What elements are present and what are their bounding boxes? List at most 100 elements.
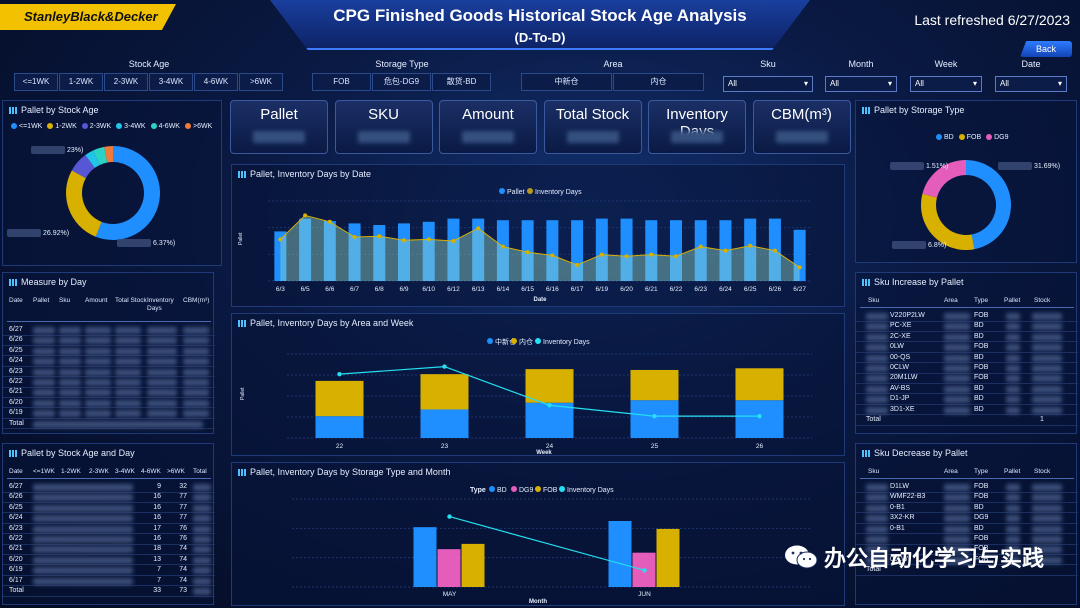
sku-decrease-table-row: 3X2-KR DG9 <box>856 513 1078 524</box>
area-chip-1[interactable]: 内仓 <box>613 73 704 91</box>
x-tick-label: 6/27 <box>793 286 806 293</box>
blurred-cell <box>1032 333 1062 341</box>
sku-increase-table-cell: BD <box>974 353 984 361</box>
blurred-cell <box>33 368 55 376</box>
legend-label: Pallet <box>507 189 525 196</box>
sku-decrease-table-header: Type <box>974 468 989 475</box>
blurred-cell <box>866 525 888 533</box>
kpi-card[interactable]: Inventory Days <box>648 100 746 154</box>
sku-decrease-table-cell: DG9 <box>974 514 989 522</box>
inventory-days-point <box>550 253 555 258</box>
sku-decrease-table-cell: BD <box>974 524 984 532</box>
pallet-bar <box>546 220 559 281</box>
storage-type-chip-2[interactable]: 散货-BD <box>432 73 491 91</box>
blurred-cell <box>147 389 177 397</box>
kpi-card[interactable]: Total Stock <box>543 100 642 154</box>
zhongxin-bar <box>315 416 364 438</box>
blurred-cell <box>147 327 177 334</box>
blurred-cell <box>1032 313 1062 320</box>
kpi-label: SKU <box>368 106 399 123</box>
blurred-cell <box>33 389 55 397</box>
kpi-value-blurred <box>566 131 619 143</box>
x-tick-label: 26 <box>756 443 764 450</box>
sku-decrease-table-cell: FOB <box>974 535 989 542</box>
age-day-table-cell: 16 <box>153 535 161 542</box>
stock-age-chip-1[interactable]: 1-2WK <box>59 73 103 91</box>
inventory-days-point <box>748 243 753 248</box>
pallet-bar <box>694 220 707 281</box>
stock-age-chip-3[interactable]: 3-4WK <box>149 73 193 91</box>
blurred-cell <box>944 385 970 393</box>
measure-table-cell: 6/23 <box>9 367 23 375</box>
measure-table-header: Pallet <box>33 297 50 304</box>
measure-table-header: Amount <box>85 297 108 304</box>
chart-icon <box>238 170 246 178</box>
blurred-cell <box>1032 396 1062 404</box>
legend-label: 内仓 <box>519 337 533 346</box>
pallet-by-age-legend: <=1WK 1-2WK 2-3WK 3-4WK 4-6WK >6WK <box>11 123 212 130</box>
stock-age-chip-5[interactable]: >6WK <box>239 73 283 91</box>
stock-age-chip-4[interactable]: 4-6WK <box>194 73 238 91</box>
sku-increase-table-row: AV-BS BD <box>856 384 1078 395</box>
date-dropdown[interactable]: All ▾ <box>995 76 1067 92</box>
chart-icon <box>862 278 870 286</box>
stock-age-chip-2[interactable]: 2-3WK <box>104 73 148 91</box>
x-tick-label: 6/7 <box>350 286 359 293</box>
age-legend-item: <=1WK <box>11 123 42 130</box>
back-button[interactable]: Back <box>1020 41 1072 57</box>
x-tick-label: 6/3 <box>276 286 285 293</box>
storage-type-filter-label: Storage Type <box>375 59 429 69</box>
pallet-bar <box>274 231 287 281</box>
sku-decrease-title: Sku Decrease by Pallet <box>874 448 968 458</box>
area-chart-title: Pallet, Inventory Days by Area and Week <box>250 318 414 328</box>
area-chip-0[interactable]: 中新仓 <box>521 73 612 91</box>
kpi-card[interactable]: Amount <box>439 100 537 154</box>
kpi-card[interactable]: Pallet <box>230 100 328 154</box>
neicang-bar <box>315 380 364 417</box>
storage-fob-bar <box>656 528 680 587</box>
blurred-cell <box>115 368 141 376</box>
week-dropdown[interactable]: All ▾ <box>910 76 982 92</box>
inventory-days-point <box>447 514 452 519</box>
stock-age-chip-0[interactable]: <=1WK <box>14 73 58 91</box>
measure-table-row: Total <box>3 419 215 430</box>
storage-type-chip-1[interactable]: 危包-DG9 <box>372 73 431 91</box>
age-day-table-cell: 6/26 <box>9 493 23 501</box>
sku-increase-table-header: Stock <box>1034 297 1051 304</box>
inventory-days-point <box>575 263 580 267</box>
month-dropdown[interactable]: All ▾ <box>825 76 897 92</box>
blurred-cell <box>944 504 970 512</box>
inventory-days-point <box>451 239 456 243</box>
blurred-cell <box>866 546 888 554</box>
age-day-table-cell: 77 <box>179 514 187 522</box>
age-day-table-cell: 32 <box>179 483 187 490</box>
sku-increase-title-row: Sku Increase by Pallet <box>862 277 964 287</box>
blurred-cell <box>1006 323 1020 331</box>
inventory-days-line <box>280 214 800 268</box>
age-day-table-cell: 16 <box>153 493 161 501</box>
blurred-cell <box>59 337 81 345</box>
sku-increase-table-cell: FOB <box>974 343 989 351</box>
inventory-days-point <box>337 371 342 377</box>
storage-type-chip-0[interactable]: FOB <box>312 73 371 91</box>
storage-chart-title: Pallet, Inventory Days by Storage Type a… <box>250 467 451 477</box>
blurred-cell <box>1006 344 1020 352</box>
inventory-days-point <box>426 237 431 242</box>
sku-dropdown[interactable]: All ▾ <box>723 76 813 92</box>
area-chart-panel: Pallet, Inventory Days by Area and Week … <box>231 313 845 456</box>
pallet-by-storage-donut: 1.51%) 31.69%) 6.8%) <box>890 160 1060 250</box>
zhongxin-bar <box>420 409 469 438</box>
sku-decrease-table-cell: WMF22-B3 <box>890 493 926 501</box>
sku-increase-table-cell: 0LW <box>890 343 904 351</box>
sku-increase-table-cell: D1-JP <box>890 395 910 403</box>
sku-decrease-table-cell: 00LW <box>890 555 908 563</box>
blurred-cell <box>866 406 888 414</box>
sku-increase-table-cell: FOB <box>974 374 989 382</box>
blurred-cell <box>147 368 177 376</box>
kpi-card[interactable]: SKU <box>334 100 433 154</box>
kpi-card[interactable]: CBM(m³) <box>752 100 851 154</box>
blurred-cell <box>147 358 177 366</box>
sku-decrease-table-row: FOB <box>856 544 1078 555</box>
x-tick-label: 6/5 <box>301 286 310 293</box>
inventory-days-point <box>352 235 357 239</box>
